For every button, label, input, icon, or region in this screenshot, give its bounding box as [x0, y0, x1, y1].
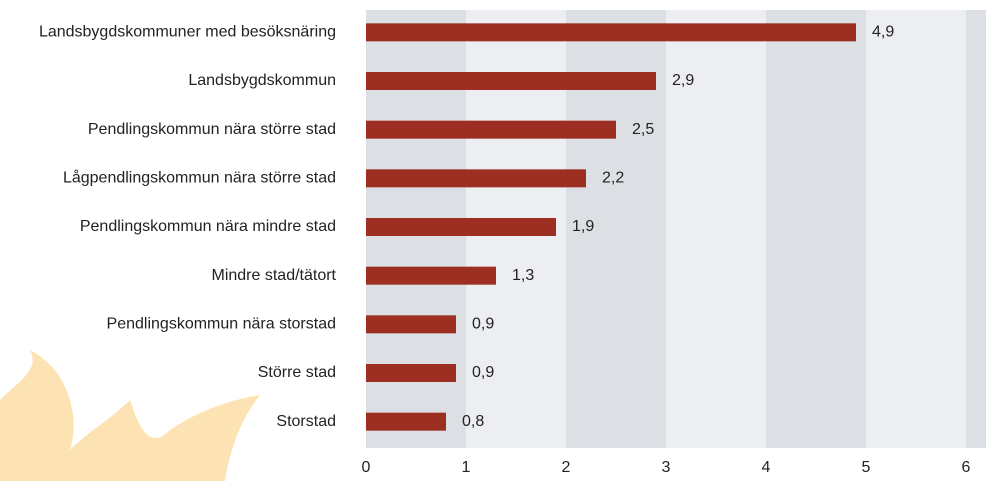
- grid-band: [866, 10, 966, 448]
- bar: [366, 315, 456, 334]
- value-label: 1,9: [572, 218, 594, 235]
- x-tick-label: 6: [962, 459, 971, 476]
- value-label: 1,3: [512, 267, 534, 284]
- value-label: 2,9: [672, 72, 694, 89]
- value-label: 2,5: [632, 121, 654, 138]
- bar: [366, 23, 856, 42]
- value-label: 0,9: [472, 316, 494, 333]
- bar: [366, 218, 556, 236]
- x-tick-label: 1: [462, 459, 471, 476]
- y-tick-label: Landsbygdskommuner med besöksnäring: [39, 24, 336, 41]
- y-tick-label: Pendlingskommun nära större stad: [88, 121, 336, 138]
- y-tick-label: Större stad: [258, 364, 336, 381]
- y-tick-label: Landsbygdskommun: [188, 72, 336, 89]
- bar: [366, 412, 446, 431]
- x-tick-label: 5: [862, 459, 871, 476]
- y-tick-label: Lågpendlingskommun nära större stad: [63, 169, 336, 187]
- y-tick-label: Pendlingskommun nära mindre stad: [80, 218, 336, 235]
- value-label: 2,2: [602, 170, 624, 187]
- x-tick-label: 0: [362, 459, 371, 476]
- value-label: 0,9: [472, 364, 494, 381]
- bar: [366, 266, 496, 285]
- bar: [366, 364, 456, 382]
- y-tick-label: Pendlingskommun nära storstad: [107, 316, 336, 333]
- bar: [366, 72, 656, 90]
- y-tick-label: Mindre stad/tätort: [212, 267, 337, 284]
- x-tick-label: 3: [662, 459, 671, 476]
- grid-band: [766, 10, 866, 448]
- grid-band: [666, 10, 766, 448]
- x-tick-label: 4: [762, 459, 771, 476]
- value-label: 4,9: [872, 24, 894, 41]
- grid-band: [966, 10, 986, 448]
- x-tick-label: 2: [562, 459, 571, 476]
- bar: [366, 120, 616, 139]
- bar: [366, 169, 586, 188]
- logo: [0, 350, 260, 481]
- y-tick-label: Storstad: [276, 413, 336, 430]
- value-label: 0,8: [462, 413, 484, 430]
